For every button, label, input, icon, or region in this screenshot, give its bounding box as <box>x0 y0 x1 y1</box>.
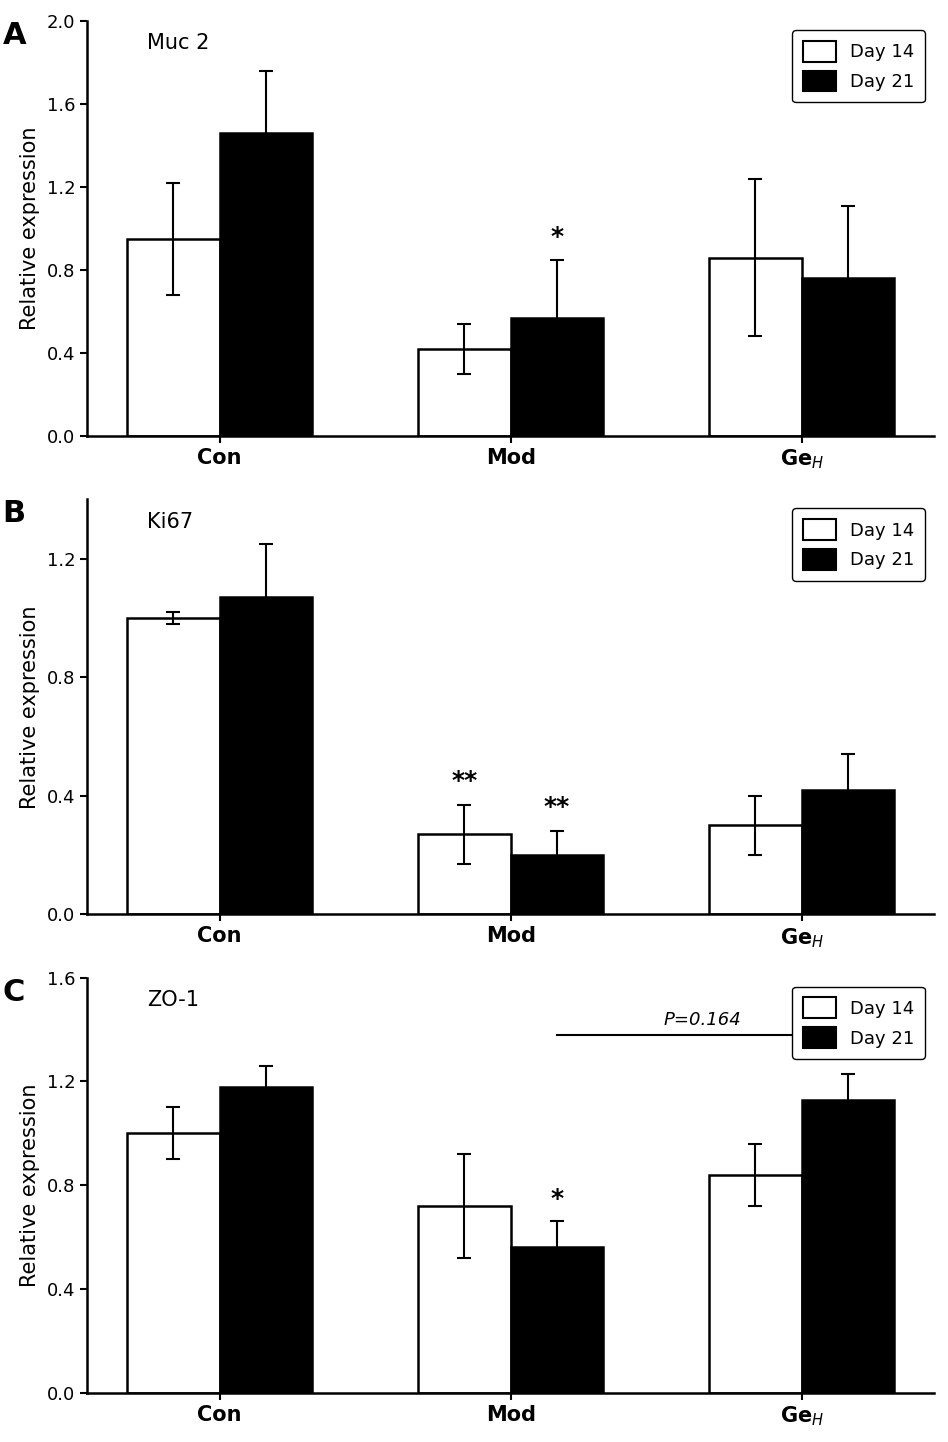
Bar <box>418 349 511 435</box>
Bar <box>709 825 802 914</box>
Legend: Day 14, Day 21: Day 14, Day 21 <box>793 30 925 102</box>
Bar <box>802 1100 894 1393</box>
Text: Ki67: Ki67 <box>147 512 192 532</box>
Bar <box>418 835 511 914</box>
Legend: Day 14, Day 21: Day 14, Day 21 <box>793 986 925 1058</box>
Bar <box>511 317 603 435</box>
Text: **: ** <box>544 796 570 819</box>
Text: B: B <box>3 499 26 528</box>
Bar <box>127 1133 220 1393</box>
Bar <box>709 1175 802 1393</box>
Text: *: * <box>551 225 564 249</box>
Bar <box>802 790 894 914</box>
Y-axis label: Relative expression: Relative expression <box>20 606 40 809</box>
Legend: Day 14, Day 21: Day 14, Day 21 <box>793 508 925 581</box>
Bar <box>127 617 220 914</box>
Y-axis label: Relative expression: Relative expression <box>20 127 40 330</box>
Text: ZO-1: ZO-1 <box>147 991 199 1009</box>
Text: A: A <box>3 20 27 50</box>
Text: **: ** <box>451 769 478 793</box>
Text: Muc 2: Muc 2 <box>147 33 209 53</box>
Bar <box>511 855 603 914</box>
Bar <box>127 239 220 435</box>
Bar <box>220 597 312 914</box>
Bar <box>220 133 312 435</box>
Bar <box>709 258 802 435</box>
Bar <box>418 1206 511 1393</box>
Text: P=0.164: P=0.164 <box>664 1011 741 1030</box>
Bar <box>802 278 894 435</box>
Bar <box>220 1087 312 1393</box>
Text: *: * <box>551 1187 564 1211</box>
Bar <box>511 1247 603 1393</box>
Y-axis label: Relative expression: Relative expression <box>20 1083 40 1286</box>
Text: C: C <box>3 978 25 1007</box>
